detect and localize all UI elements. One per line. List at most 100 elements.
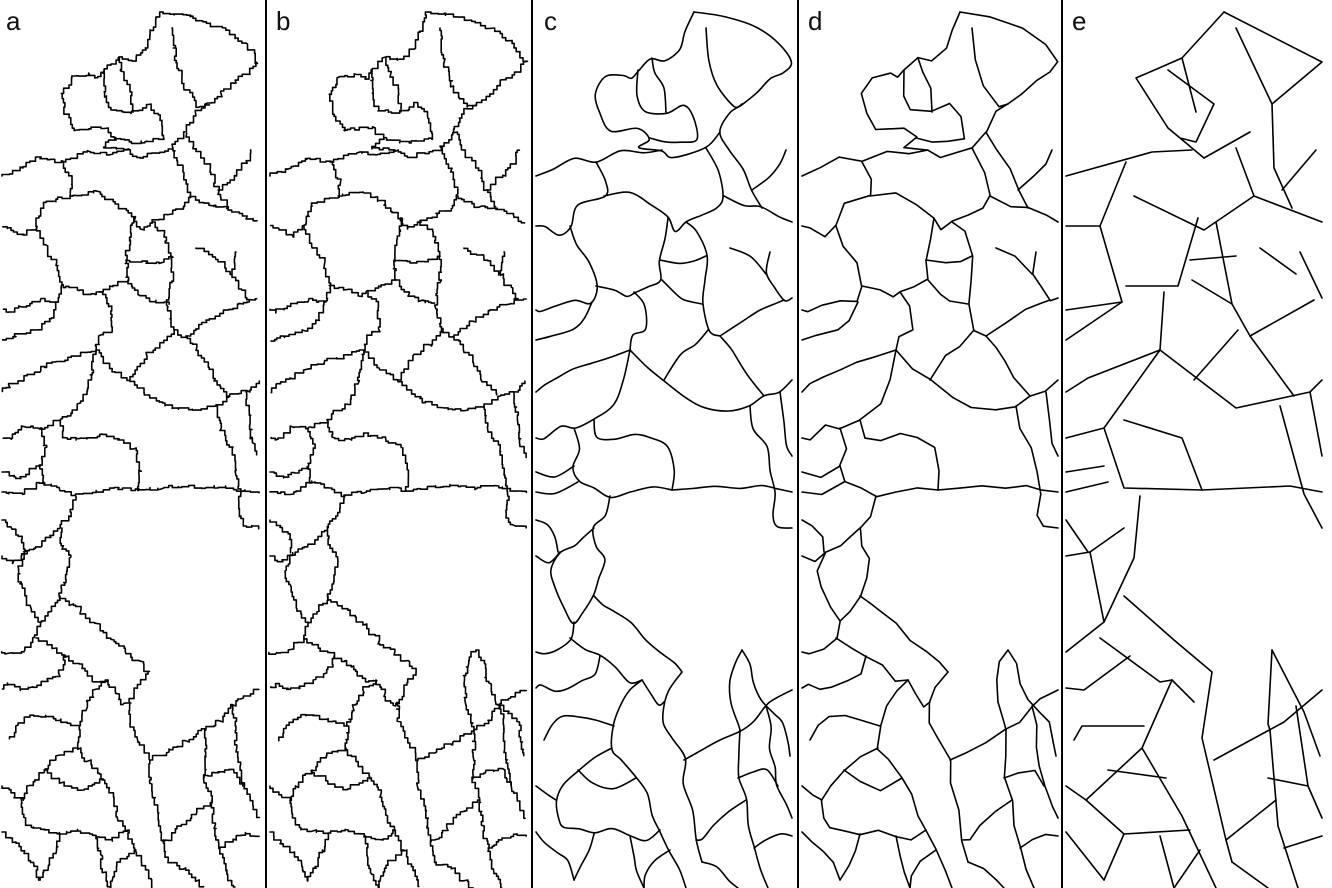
region-boundary — [1123, 419, 1203, 491]
region-boundary — [1189, 255, 1237, 261]
region-boundary — [363, 349, 526, 412]
region-boundary — [487, 833, 527, 849]
region-boundary — [195, 247, 233, 276]
region-boundary — [37, 833, 61, 881]
region-boundary — [751, 149, 787, 191]
region-boundary — [1283, 835, 1323, 849]
region-boundary — [1, 655, 67, 692]
region-boundary — [439, 27, 478, 108]
region-boundary — [59, 419, 143, 492]
region-boundary — [809, 714, 881, 741]
region-boundary — [995, 247, 1033, 275]
region-boundary — [1065, 551, 1091, 557]
region-boundary — [363, 835, 379, 888]
region-boundary — [1065, 831, 1105, 881]
region-boundary — [535, 551, 561, 564]
region-boundary — [430, 799, 481, 842]
region-boundary — [753, 832, 793, 849]
region-boundary — [397, 327, 444, 381]
region-boundary — [117, 57, 134, 113]
region-boundary — [1065, 519, 1089, 553]
region-boundary — [189, 195, 258, 222]
panel-label-a: a — [6, 6, 21, 36]
panel-c: c — [535, 6, 793, 888]
region-boundary — [306, 833, 330, 882]
region-boundary — [816, 495, 877, 622]
region-boundary — [471, 767, 512, 786]
region-boundary — [1103, 833, 1125, 881]
panel-label-c: c — [544, 6, 557, 36]
region-boundary — [101, 69, 165, 145]
region-boundary — [719, 335, 765, 397]
region-boundary — [344, 679, 420, 888]
region-boundary — [1, 465, 42, 480]
region-boundary — [663, 329, 709, 381]
region-boundary — [231, 251, 258, 301]
region-boundary — [217, 149, 252, 191]
region-boundary — [801, 481, 845, 496]
region-boundary — [231, 705, 261, 819]
region-boundary — [1007, 649, 1057, 757]
boundary-network-b — [268, 11, 529, 888]
region-boundary — [435, 861, 474, 888]
region-boundary — [395, 279, 436, 304]
region-boundary — [202, 729, 236, 888]
region-boundary — [127, 279, 170, 305]
region-boundary — [1253, 195, 1323, 223]
region-boundary — [125, 256, 173, 265]
region-boundary — [269, 551, 294, 563]
region-boundary — [1065, 301, 1123, 341]
region-boundary — [215, 405, 260, 530]
region-boundary — [737, 729, 769, 888]
region-boundary — [284, 495, 345, 624]
panel-label-b: b — [276, 6, 290, 36]
region-boundary — [925, 255, 973, 264]
region-boundary — [535, 481, 579, 495]
region-boundary — [593, 419, 676, 491]
region-boundary — [1, 161, 73, 236]
region-boundary — [1017, 149, 1053, 191]
region-boundary — [839, 427, 939, 498]
region-boundary — [462, 649, 477, 733]
region-boundary — [17, 495, 77, 623]
region-boundary — [95, 835, 112, 888]
region-boundary — [1201, 671, 1233, 863]
region-boundary — [245, 391, 258, 456]
region-boundary — [535, 161, 609, 236]
region-boundary — [573, 833, 595, 881]
region-boundary — [801, 831, 841, 881]
region-boundary — [475, 649, 525, 757]
region-boundary — [861, 217, 935, 298]
region-boundary — [159, 11, 259, 210]
region-boundary — [1225, 799, 1277, 841]
region-boundary — [685, 221, 721, 337]
region-boundary — [419, 221, 454, 338]
region-boundary — [1065, 349, 1161, 393]
region-boundary — [128, 671, 169, 863]
region-boundary — [1159, 349, 1323, 409]
region-boundary — [427, 11, 529, 208]
region-boundary — [161, 799, 213, 842]
region-boundary — [1309, 391, 1323, 457]
region-boundary — [801, 301, 859, 341]
region-boundary — [483, 405, 527, 529]
region-boundary — [549, 495, 611, 625]
region-boundary — [185, 335, 231, 398]
region-boundary — [303, 637, 378, 683]
boundary-network-d — [801, 11, 1059, 888]
region-boundary — [635, 69, 699, 144]
region-boundary — [1281, 149, 1317, 191]
region-boundary — [327, 419, 410, 491]
region-boundary — [641, 679, 665, 706]
region-boundary — [719, 299, 785, 337]
region-boundary — [801, 655, 867, 691]
region-boundary — [38, 427, 140, 497]
region-boundary — [269, 161, 342, 238]
region-boundary — [1, 481, 46, 496]
region-boundary — [60, 11, 186, 159]
region-boundary — [1193, 329, 1239, 381]
region-boundary — [269, 225, 332, 314]
region-boundary — [69, 147, 192, 231]
region-boundary — [463, 247, 500, 276]
region-boundary — [269, 519, 293, 554]
